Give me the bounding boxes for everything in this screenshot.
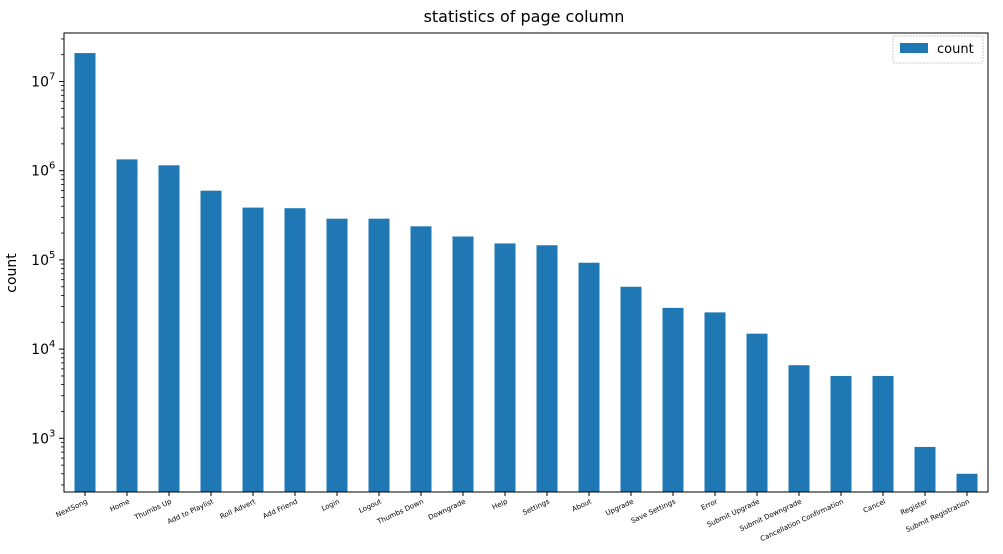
x-tick-label-20: Register [899,498,929,517]
bar-5 [284,208,306,492]
bar-6 [326,218,348,492]
bar-17 [788,365,810,492]
y-tick-label-3: 10 [31,164,49,180]
bar-3 [200,190,222,492]
x-tick-label-12: About [571,497,593,513]
x-tick-label-5: Add Friend [262,498,299,521]
x-tick-label-6: Login [320,498,341,513]
x-tick-label-14: Save Settings [630,497,677,525]
y-tick-exponent-4: 7 [49,72,55,83]
x-tick-label-13: Upgrade [604,498,635,518]
y-tick-exponent-3: 6 [49,161,55,172]
x-tick-label-4: Roll Advert [219,497,257,520]
bar-10 [494,243,516,492]
bar-7 [368,218,390,492]
x-tick-label-19: Cancel [862,498,887,515]
bar-12 [578,262,600,492]
y-tick-label-1: 10 [31,342,49,358]
bar-18 [830,375,852,492]
bar-14 [662,307,684,492]
bar-4 [242,207,264,492]
legend: count [892,35,984,64]
bar-21 [956,473,978,492]
legend-label: count [937,42,974,57]
x-tick-label-9: Downgrade [427,498,467,522]
bar-16 [746,333,768,492]
y-axis-label: count [4,253,20,293]
bar-8 [410,226,432,492]
x-tick-label-10: Help [491,497,509,511]
y-tick-label-2: 10 [31,253,49,269]
y-tick-exponent-2: 5 [49,250,55,261]
x-tick-label-0: NextSong [55,498,89,520]
bar-2 [158,165,180,492]
bar-19 [872,375,894,492]
bar-15 [704,312,726,492]
y-tick-exponent-0: 3 [49,428,55,439]
bar-1 [116,159,138,492]
y-tick-label-4: 10 [31,75,49,91]
x-tick-label-11: Settings [521,497,551,517]
legend-swatch [900,43,928,53]
y-tick-label-0: 10 [31,431,49,447]
x-tick-label-15: Error [700,498,719,513]
x-tick-label-8: Thumbs Down [375,498,425,527]
x-tick-label-7: Logout [358,497,383,514]
legend-box [892,35,984,64]
bar-9 [452,236,474,492]
bars-group [74,53,978,492]
x-tick-label-1: Home [109,498,131,514]
bar-20 [914,446,936,492]
chart-title: statistics of page column [424,7,625,26]
bar-11 [536,245,558,492]
y-tick-exponent-1: 4 [49,339,55,350]
plot-frame [63,32,989,493]
bar-13 [620,286,642,492]
bar-0 [74,53,96,492]
x-tick-label-3: Add to Playlist [166,497,215,525]
